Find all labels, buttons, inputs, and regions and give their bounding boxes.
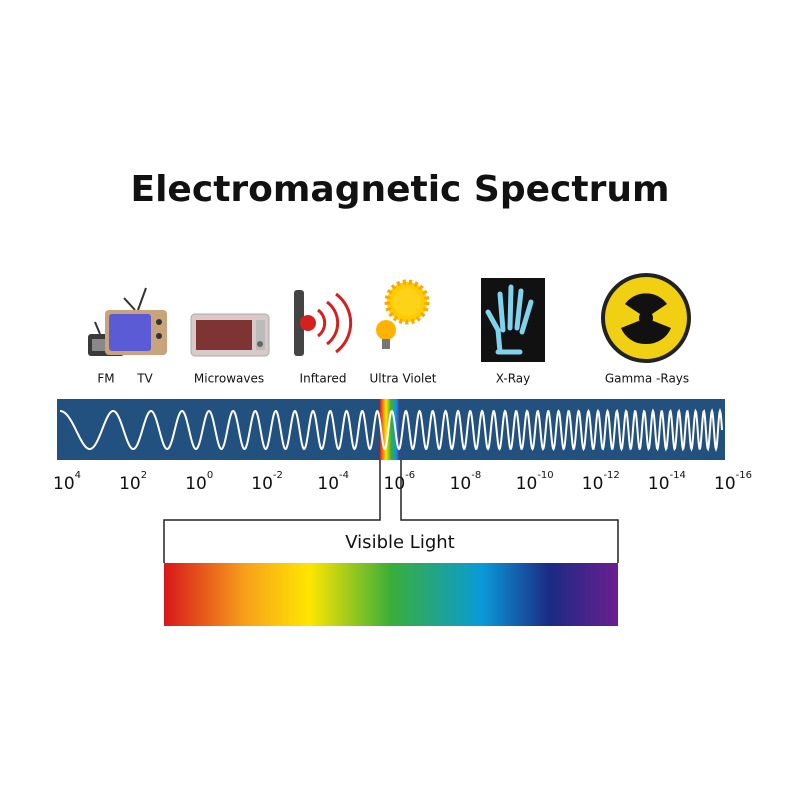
scale-exponent: 0 bbox=[207, 470, 213, 481]
scale-base: 10 bbox=[317, 474, 339, 494]
scale: 104 102 100 10-2 10-4 10-6 10-8 10-10 10-12 10-14… bbox=[53, 470, 752, 494]
scale-label: 10-8 bbox=[450, 470, 482, 494]
scale-label: 10-10 bbox=[516, 470, 554, 494]
scale-label: 10-14 bbox=[648, 470, 686, 494]
scale-exponent: -10 bbox=[537, 470, 553, 481]
scale-base: 10 bbox=[384, 474, 406, 494]
scale-exponent: -12 bbox=[603, 470, 619, 481]
scale-base: 10 bbox=[450, 474, 472, 494]
scale-label: 10-12 bbox=[582, 470, 620, 494]
scale-label: 102 bbox=[119, 470, 147, 494]
band-label: X-Ray bbox=[496, 372, 530, 386]
scale-label: 10-4 bbox=[317, 470, 349, 494]
scale-label: 10-16 bbox=[714, 470, 752, 494]
band-label: TV bbox=[136, 372, 153, 386]
scale-label: 10-6 bbox=[384, 470, 416, 494]
scale-exponent: -14 bbox=[670, 470, 686, 481]
scale-base: 10 bbox=[582, 474, 604, 494]
scale-exponent: -8 bbox=[471, 470, 481, 481]
visible-gradient bbox=[164, 563, 618, 626]
band-label: FM bbox=[97, 372, 114, 386]
title: Electromagnetic Spectrum bbox=[131, 169, 670, 210]
scale-base: 10 bbox=[119, 474, 141, 494]
scale-base: 10 bbox=[714, 474, 736, 494]
infrared-icon bbox=[294, 290, 353, 356]
scale-base: 10 bbox=[53, 474, 75, 494]
microwave-icon bbox=[190, 313, 270, 357]
scale-base: 10 bbox=[648, 474, 670, 494]
radiation-icon bbox=[601, 273, 691, 363]
band-label: Ultra Violet bbox=[370, 372, 437, 386]
band-labels: FM TV Microwaves Inftared Ultra Violet X-Ray G… bbox=[97, 372, 689, 386]
scale-exponent: -6 bbox=[405, 470, 415, 481]
scale-base: 10 bbox=[516, 474, 538, 494]
scale-exponent: 2 bbox=[141, 470, 147, 481]
xray-icon bbox=[481, 278, 545, 362]
wave bbox=[59, 407, 723, 453]
scale-label: 10-2 bbox=[251, 470, 283, 494]
scale-exponent: 4 bbox=[75, 470, 81, 481]
scale-base: 10 bbox=[185, 474, 207, 494]
tv-icon bbox=[105, 287, 167, 355]
band-label: Gamma -Rays bbox=[605, 372, 689, 386]
scale-exponent: -16 bbox=[736, 470, 752, 481]
scale-label: 100 bbox=[185, 470, 213, 494]
band-label: Inftared bbox=[300, 372, 347, 386]
visible-slice bbox=[380, 399, 400, 460]
bracket bbox=[163, 460, 619, 563]
scale-label: 104 bbox=[53, 470, 81, 494]
scale-exponent: -4 bbox=[339, 470, 349, 481]
scale-exponent: -2 bbox=[273, 470, 283, 481]
scale-base: 10 bbox=[251, 474, 273, 494]
uv-icon bbox=[376, 279, 430, 349]
band-label: Microwaves bbox=[194, 372, 264, 386]
visible-label: Visible Light bbox=[345, 532, 454, 553]
